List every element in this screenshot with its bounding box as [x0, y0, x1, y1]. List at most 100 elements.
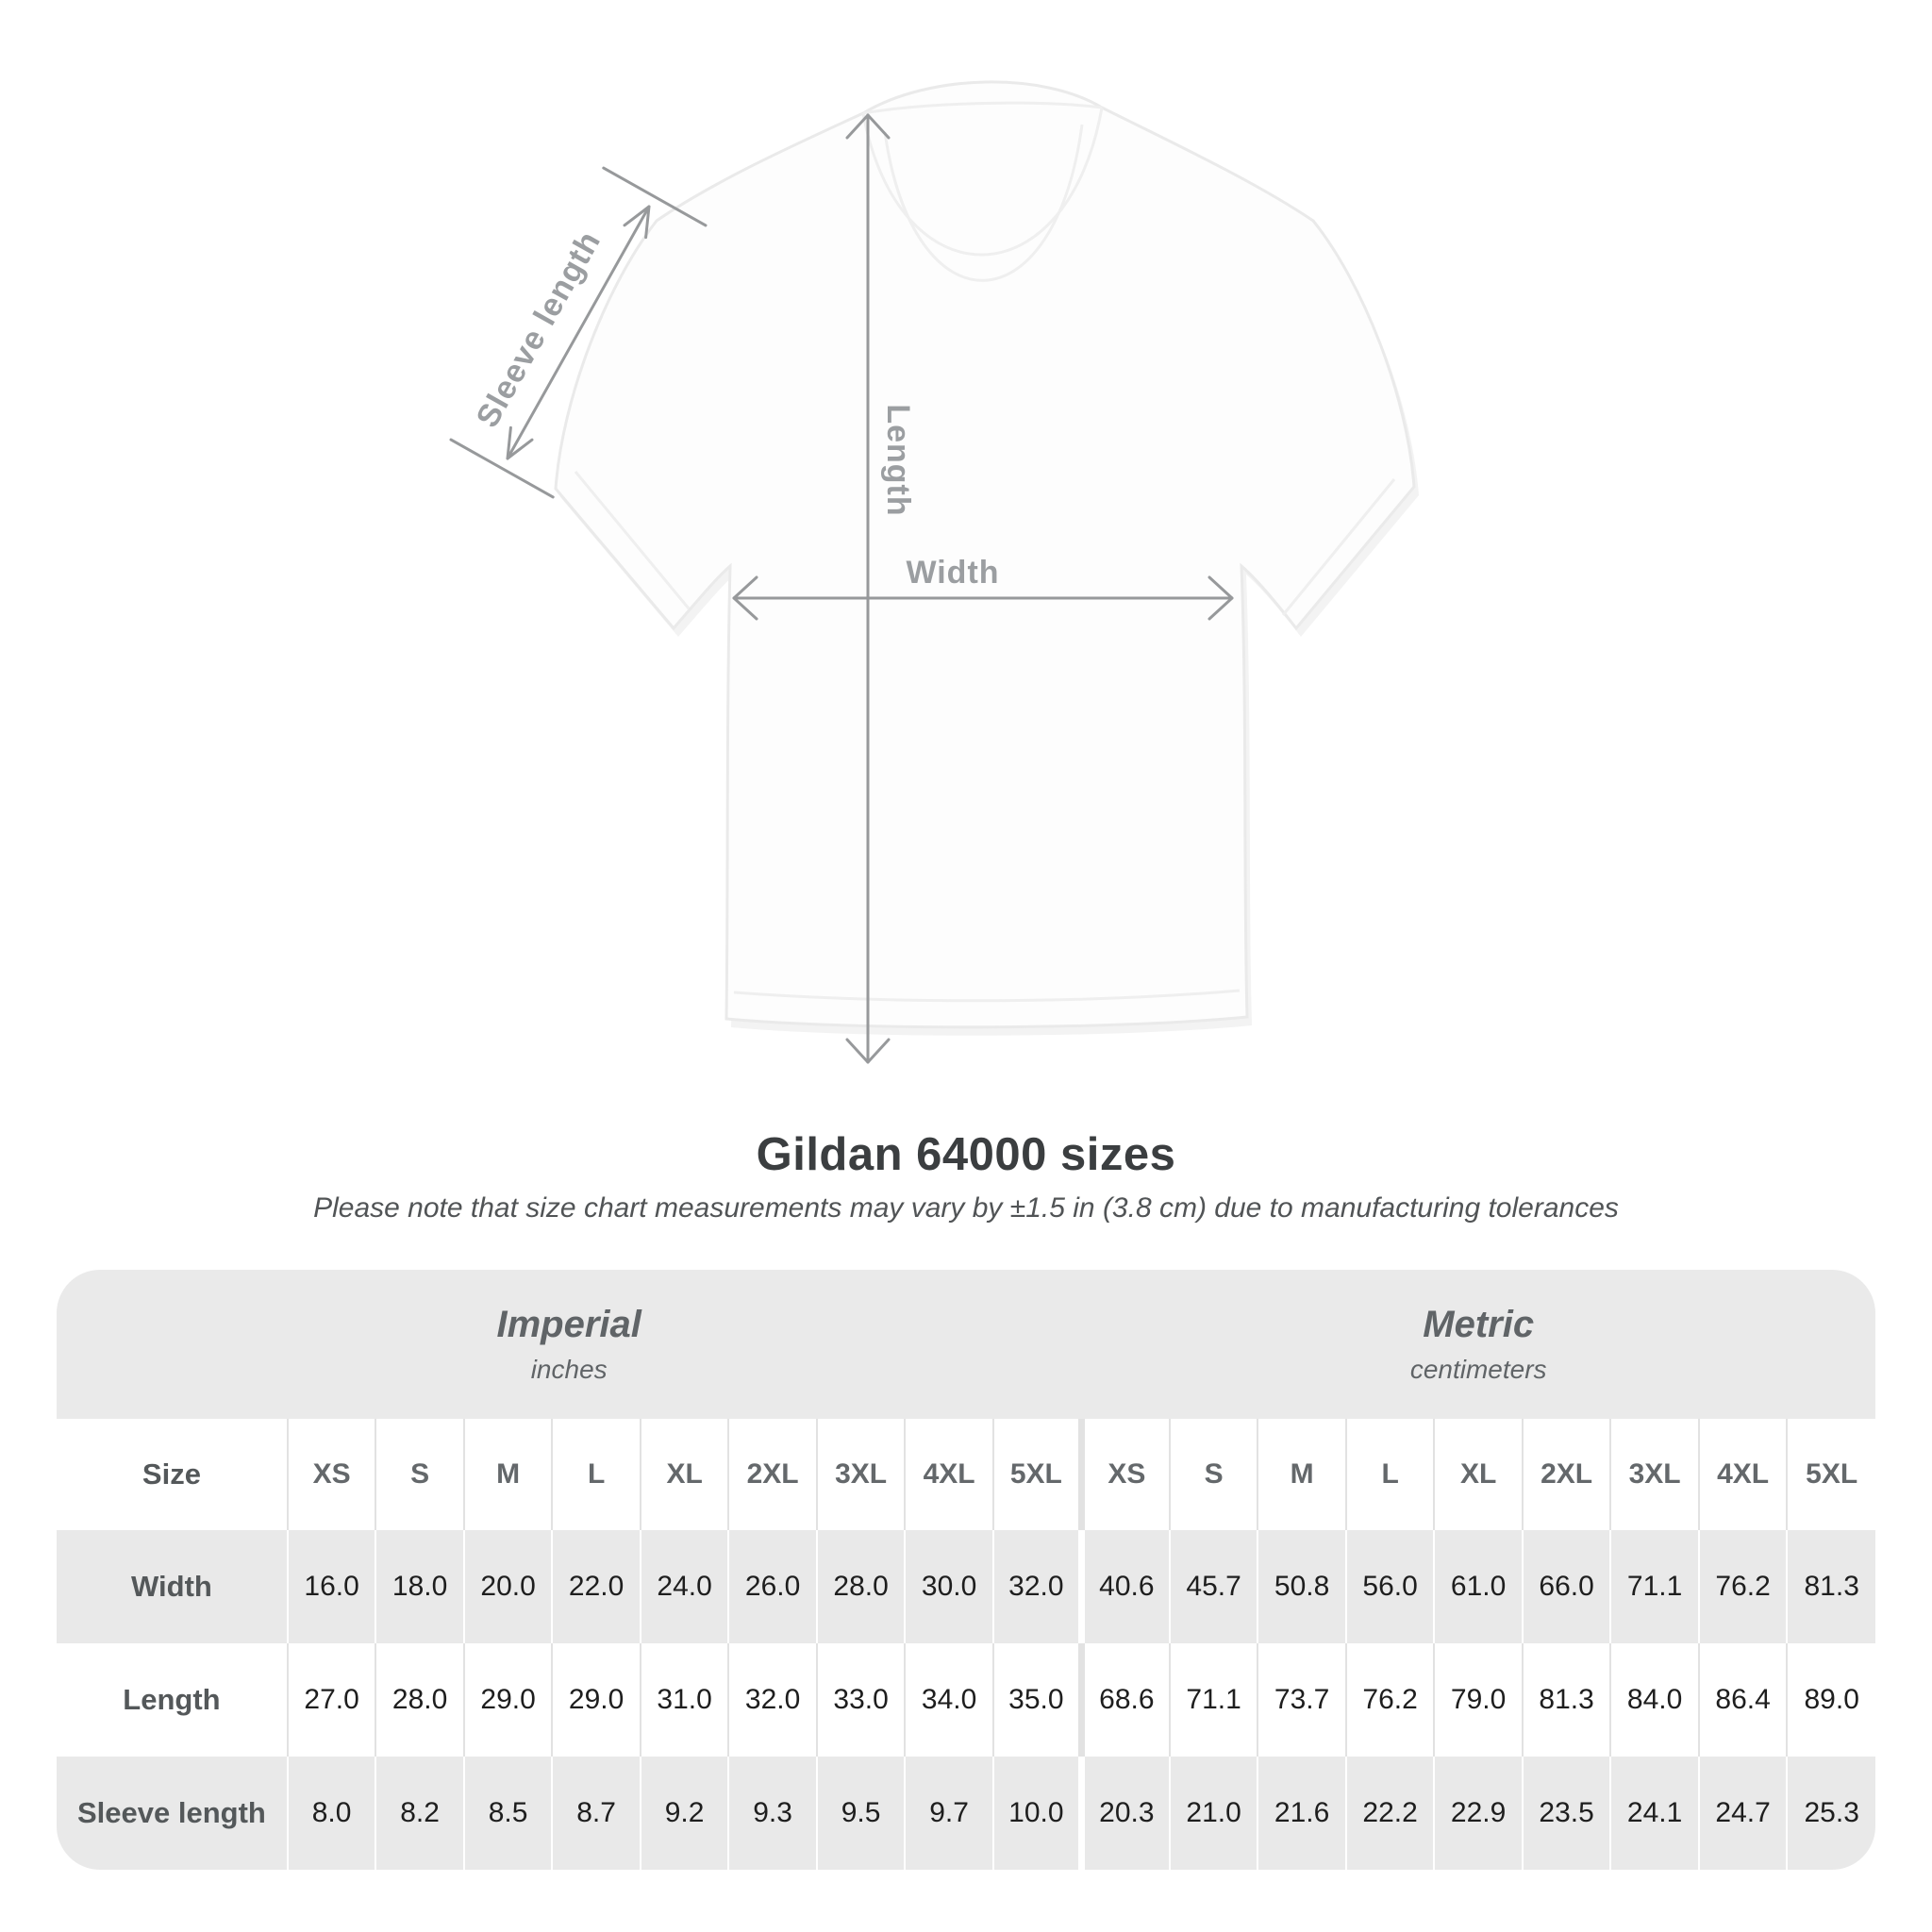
measurement-row: Width 16.0 18.0 20.0 22.0 24.0 26.0 28.0 30.0 32.…: [57, 1530, 1875, 1643]
table-cell: 18.0: [375, 1530, 464, 1643]
table-cell: 9.5: [815, 1757, 906, 1870]
size-header-imperial-xl: XL: [639, 1419, 729, 1530]
table-cell: 29.0: [462, 1643, 553, 1757]
table-cell: 71.1: [1168, 1643, 1258, 1757]
size-header-imperial-xs: XS: [286, 1419, 376, 1530]
table-cell: 40.6: [1077, 1530, 1170, 1643]
table-cell: 61.0: [1433, 1530, 1523, 1643]
bottom-hem-seam: [733, 989, 1241, 1003]
table-cell: 28.0: [815, 1530, 906, 1643]
table-cell: 34.0: [904, 1643, 993, 1757]
table-cell: 24.0: [639, 1530, 729, 1643]
width-dimension-arrow: [732, 575, 1234, 621]
table-cell: 35.0: [991, 1643, 1082, 1757]
table-cell: 66.0: [1521, 1530, 1611, 1643]
units-header-row: Imperial inches Metric centimeters: [57, 1270, 1875, 1419]
table-cell: 23.5: [1521, 1757, 1611, 1870]
table-cell: 30.0: [904, 1530, 993, 1643]
table-cell: 8.7: [551, 1757, 641, 1870]
table-cell: 22.2: [1344, 1757, 1435, 1870]
table-cell: 8.0: [286, 1757, 376, 1870]
metric-label: Metric: [1423, 1304, 1535, 1345]
table-cell: 8.5: [462, 1757, 553, 1870]
right-sleeve-seam: [1281, 478, 1396, 616]
table-cell: 81.3: [1521, 1643, 1611, 1757]
length-label: Length: [880, 404, 916, 516]
table-cell: 31.0: [639, 1643, 729, 1757]
table-cell: 27.0: [286, 1643, 376, 1757]
table-cell: 33.0: [815, 1643, 906, 1757]
size-header-metric-m: M: [1257, 1419, 1346, 1530]
left-sleeve-seam: [574, 471, 691, 609]
collar-inner-seam: [883, 124, 1084, 282]
measurement-row-label: Width: [57, 1530, 288, 1643]
tolerance-note: Please note that size chart measurements…: [313, 1192, 1619, 1224]
imperial-unit-label: inches: [530, 1355, 608, 1384]
tshirt-silhouette: [554, 80, 1416, 1029]
size-header-imperial-2xl: 2XL: [727, 1419, 817, 1530]
table-cell: 9.7: [904, 1757, 993, 1870]
size-header-metric-2xl: 2XL: [1521, 1419, 1611, 1530]
table-cell: 25.3: [1786, 1757, 1875, 1870]
size-header-metric-3xl: 3XL: [1609, 1419, 1699, 1530]
size-header-imperial-m: M: [462, 1419, 553, 1530]
collar-back-seam: [862, 101, 1103, 115]
length-dimension-arrow: [845, 113, 891, 1064]
table-cell: 24.1: [1609, 1757, 1699, 1870]
size-header-metric-xs: XS: [1077, 1419, 1170, 1530]
table-cell: 22.9: [1433, 1757, 1523, 1870]
size-header-metric-l: L: [1344, 1419, 1435, 1530]
table-cell: 32.0: [727, 1643, 817, 1757]
tshirt-measurement-diagram: Sleeve length Length Width: [449, 80, 1419, 1064]
page-title: Gildan 64000 sizes: [756, 1129, 1176, 1180]
table-cell: 79.0: [1433, 1643, 1523, 1757]
table-cell: 21.6: [1257, 1757, 1346, 1870]
size-header-metric-xl: XL: [1433, 1419, 1523, 1530]
size-header-metric-5xl: 5XL: [1786, 1419, 1875, 1530]
table-cell: 73.7: [1257, 1643, 1346, 1757]
width-label: Width: [906, 555, 999, 591]
size-header-imperial-5xl: 5XL: [991, 1419, 1082, 1530]
size-chart-table: Imperial inches Metric centimeters Size XS S M L…: [57, 1270, 1875, 1870]
imperial-label: Imperial: [496, 1304, 641, 1345]
table-cell: 76.2: [1697, 1530, 1788, 1643]
table-cell: 10.0: [991, 1757, 1082, 1870]
table-cell: 50.8: [1257, 1530, 1346, 1643]
table-cell: 89.0: [1786, 1643, 1875, 1757]
size-header-imperial-l: L: [551, 1419, 641, 1530]
table-cell: 32.0: [991, 1530, 1082, 1643]
size-chart-table-container: Imperial inches Metric centimeters Size XS S M L…: [57, 1270, 1875, 1870]
measurement-row: Sleeve length 8.0 8.2 8.5 8.7 9.2 9.3 9.5 9.7 10.…: [57, 1757, 1875, 1870]
measurement-row-label: Length: [57, 1643, 288, 1757]
table-cell: 68.6: [1077, 1643, 1170, 1757]
table-cell: 9.2: [639, 1757, 729, 1870]
table-cell: 26.0: [727, 1530, 817, 1643]
imperial-group-header: Imperial inches: [57, 1270, 1082, 1419]
table-cell: 81.3: [1786, 1530, 1875, 1643]
table-cell: 8.2: [375, 1757, 464, 1870]
size-header-imperial-s: S: [375, 1419, 464, 1530]
table-cell: 45.7: [1168, 1530, 1258, 1643]
metric-unit-label: centimeters: [1409, 1355, 1547, 1384]
table-cell: 22.0: [551, 1530, 641, 1643]
measurement-row: Length 27.0 28.0 29.0 29.0 31.0 32.0 33.0 34.0 35…: [57, 1643, 1875, 1757]
table-cell: 20.0: [462, 1530, 553, 1643]
table-cell: 20.3: [1077, 1757, 1170, 1870]
collar-outer-seam: [861, 107, 1104, 257]
metric-group-header: Metric centimeters: [1081, 1270, 1875, 1419]
table-cell: 9.3: [727, 1757, 817, 1870]
sleeve-length-dimension-arrow: [449, 166, 708, 499]
size-header-imperial-3xl: 3XL: [815, 1419, 906, 1530]
table-cell: 76.2: [1344, 1643, 1435, 1757]
table-cell: 84.0: [1609, 1643, 1699, 1757]
measurement-row-label: Sleeve length: [57, 1757, 288, 1870]
table-cell: 86.4: [1697, 1643, 1788, 1757]
size-header-metric-s: S: [1168, 1419, 1258, 1530]
table-cell: 71.1: [1609, 1530, 1699, 1643]
table-cell: 56.0: [1344, 1530, 1435, 1643]
size-header-row: Size XS S M L XL 2XL 3XL 4XL 5XL XS S M L XL 2XL 3XL 4XL 5…: [57, 1419, 1875, 1530]
table-cell: 28.0: [375, 1643, 464, 1757]
table-cell: 24.7: [1697, 1757, 1788, 1870]
table-cell: 16.0: [286, 1530, 376, 1643]
